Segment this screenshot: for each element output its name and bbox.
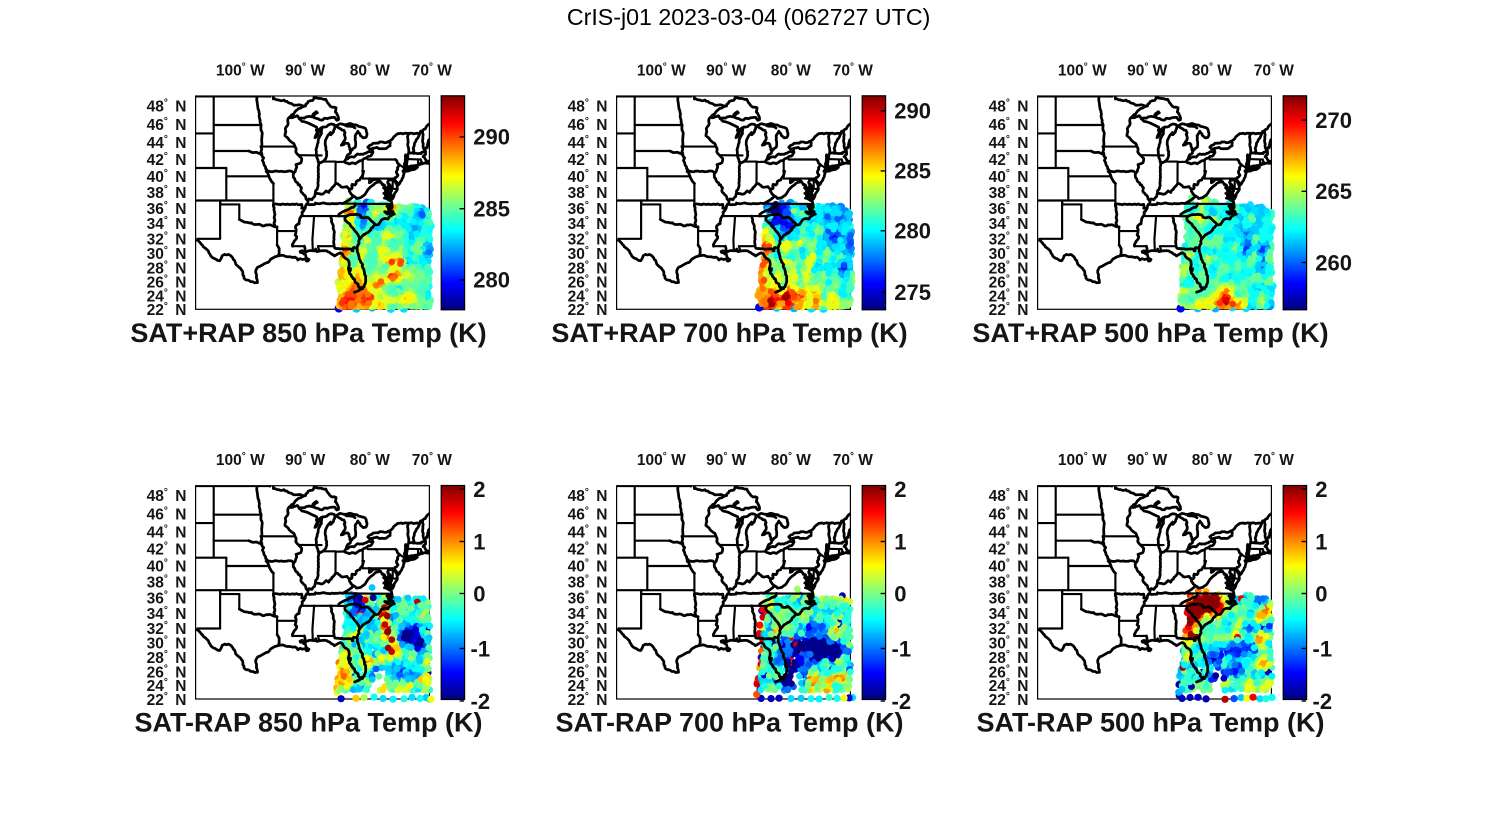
svg-text:275: 275 xyxy=(894,280,931,305)
svg-text:-1: -1 xyxy=(892,636,912,661)
svg-text:SAT+RAP 700 hPa Temp (K): SAT+RAP 700 hPa Temp (K) xyxy=(551,318,907,348)
svg-text:2: 2 xyxy=(894,477,906,502)
svg-text:270: 270 xyxy=(1315,108,1352,133)
svg-text:0: 0 xyxy=(473,581,485,606)
svg-text:-2: -2 xyxy=(471,689,491,714)
svg-text:260: 260 xyxy=(1315,250,1352,275)
svg-text:2: 2 xyxy=(1315,477,1327,502)
svg-text:1: 1 xyxy=(1315,529,1327,554)
svg-text:SAT+RAP 500 hPa Temp (K): SAT+RAP 500 hPa Temp (K) xyxy=(972,318,1328,348)
svg-text:1: 1 xyxy=(894,529,906,554)
svg-text:280: 280 xyxy=(894,219,931,244)
svg-text:2: 2 xyxy=(473,477,485,502)
svg-text:SAT-RAP 500 hPa Temp (K): SAT-RAP 500 hPa Temp (K) xyxy=(976,708,1324,738)
svg-text:0: 0 xyxy=(894,581,906,606)
svg-text:285: 285 xyxy=(894,159,931,184)
svg-text:SAT-RAP 700 hPa Temp (K): SAT-RAP 700 hPa Temp (K) xyxy=(555,708,903,738)
svg-text:265: 265 xyxy=(1315,179,1352,204)
svg-text:0: 0 xyxy=(1315,581,1327,606)
svg-text:290: 290 xyxy=(894,99,931,124)
svg-text:1: 1 xyxy=(473,529,485,554)
svg-text:-2: -2 xyxy=(1313,689,1333,714)
svg-text:SAT-RAP 850 hPa Temp (K): SAT-RAP 850 hPa Temp (K) xyxy=(134,708,482,738)
svg-text:-1: -1 xyxy=(471,636,491,661)
svg-text:SAT+RAP 850 hPa Temp (K): SAT+RAP 850 hPa Temp (K) xyxy=(130,318,486,348)
svg-text:-1: -1 xyxy=(1313,636,1333,661)
svg-text:-2: -2 xyxy=(892,689,912,714)
svg-text:280: 280 xyxy=(473,268,510,293)
svg-text:290: 290 xyxy=(473,125,510,150)
svg-text:CrIS-j01 2023-03-04 (062727 UT: CrIS-j01 2023-03-04 (062727 UTC) xyxy=(567,4,930,30)
svg-text:285: 285 xyxy=(473,197,510,222)
